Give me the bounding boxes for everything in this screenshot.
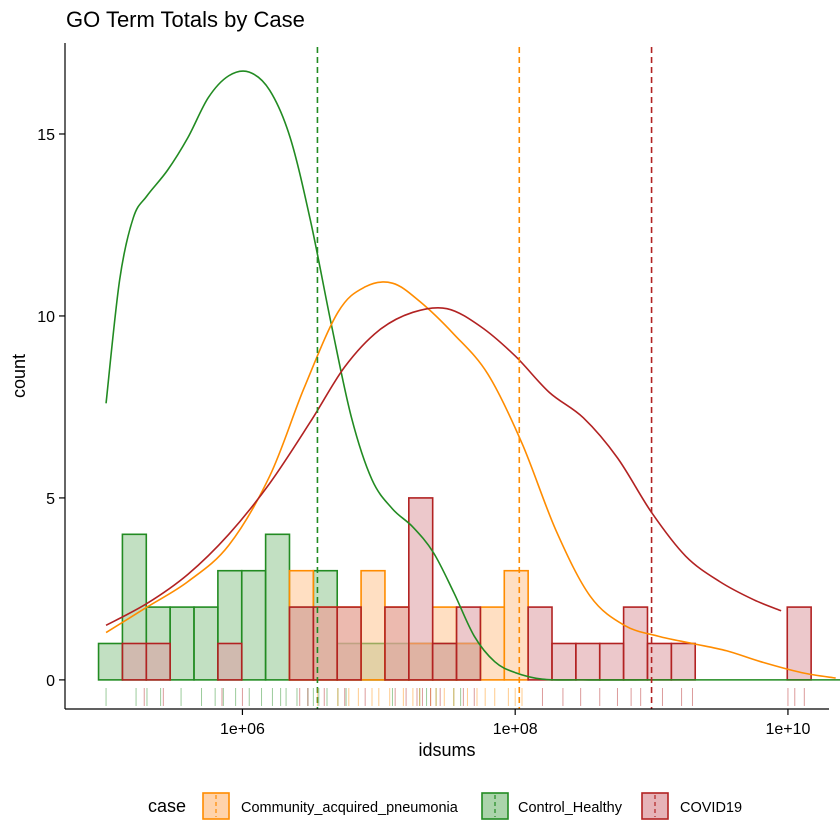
bar-community-acquired-pneumonia — [503, 569, 529, 681]
bar-covid19 — [786, 606, 812, 681]
bar-covid19 — [121, 642, 148, 681]
y-axis-ticks: 0 5 10 15 — [37, 127, 65, 690]
x-tick-label: 1e+10 — [765, 721, 810, 738]
density-curves — [105, 70, 840, 681]
y-axis-label: count — [9, 354, 29, 398]
x-tick-label: 1e+08 — [493, 721, 538, 738]
bar-covid19 — [408, 497, 434, 681]
bar-control-healthy — [264, 533, 291, 681]
legend-label-control-healthy: Control_Healthy — [518, 800, 623, 816]
bar-covid19 — [622, 606, 649, 681]
bar-community-acquired-pneumonia — [479, 606, 506, 681]
bar-covid19 — [336, 606, 362, 681]
y-tick-label: 5 — [46, 491, 55, 508]
bar-control-healthy — [97, 642, 124, 681]
bar-covid19 — [217, 642, 243, 681]
bar-covid19 — [551, 642, 577, 681]
bar-covid19 — [575, 642, 601, 681]
x-tick-label: 1e+06 — [220, 721, 265, 738]
y-tick-label: 0 — [46, 673, 55, 690]
bar-covid19 — [384, 606, 410, 681]
bar-control-healthy — [169, 606, 195, 681]
mean-lines — [316, 47, 653, 709]
density-curve-covid19 — [105, 306, 782, 627]
bar-control-healthy — [193, 606, 219, 681]
legend: case Community_acquired_pneumonia Control… — [148, 792, 742, 820]
density-curve-control-healthy — [105, 70, 840, 681]
rug-marks — [105, 688, 805, 706]
bar-covid19 — [598, 642, 625, 681]
bar-covid19 — [431, 642, 458, 681]
histogram-bars — [97, 497, 812, 681]
bar-covid19 — [455, 606, 482, 681]
bar-covid19 — [527, 606, 553, 681]
y-tick-label: 10 — [37, 309, 55, 326]
bar-control-healthy — [240, 569, 267, 681]
x-axis-label: idsums — [418, 740, 475, 760]
legend-item-control-healthy: Control_Healthy — [481, 792, 623, 820]
density-curve-community-acquired-pneumonia — [105, 281, 836, 679]
y-tick-label: 15 — [37, 127, 55, 144]
bar-covid19 — [145, 642, 171, 681]
legend-item-community-acquired-pneumonia: Community_acquired_pneumonia — [202, 792, 459, 820]
bar-covid19 — [670, 642, 697, 681]
x-axis-ticks: 1e+06 1e+08 1e+10 — [220, 709, 811, 738]
bar-community-acquired-pneumonia — [360, 569, 386, 681]
legend-item-covid19: COVID19 — [641, 792, 742, 820]
chart-title: GO Term Totals by Case — [66, 7, 305, 32]
legend-title: case — [148, 796, 186, 816]
legend-label-community-acquired-pneumonia: Community_acquired_pneumonia — [241, 800, 459, 816]
bar-covid19 — [288, 606, 315, 681]
legend-label-covid19: COVID19 — [680, 800, 742, 816]
